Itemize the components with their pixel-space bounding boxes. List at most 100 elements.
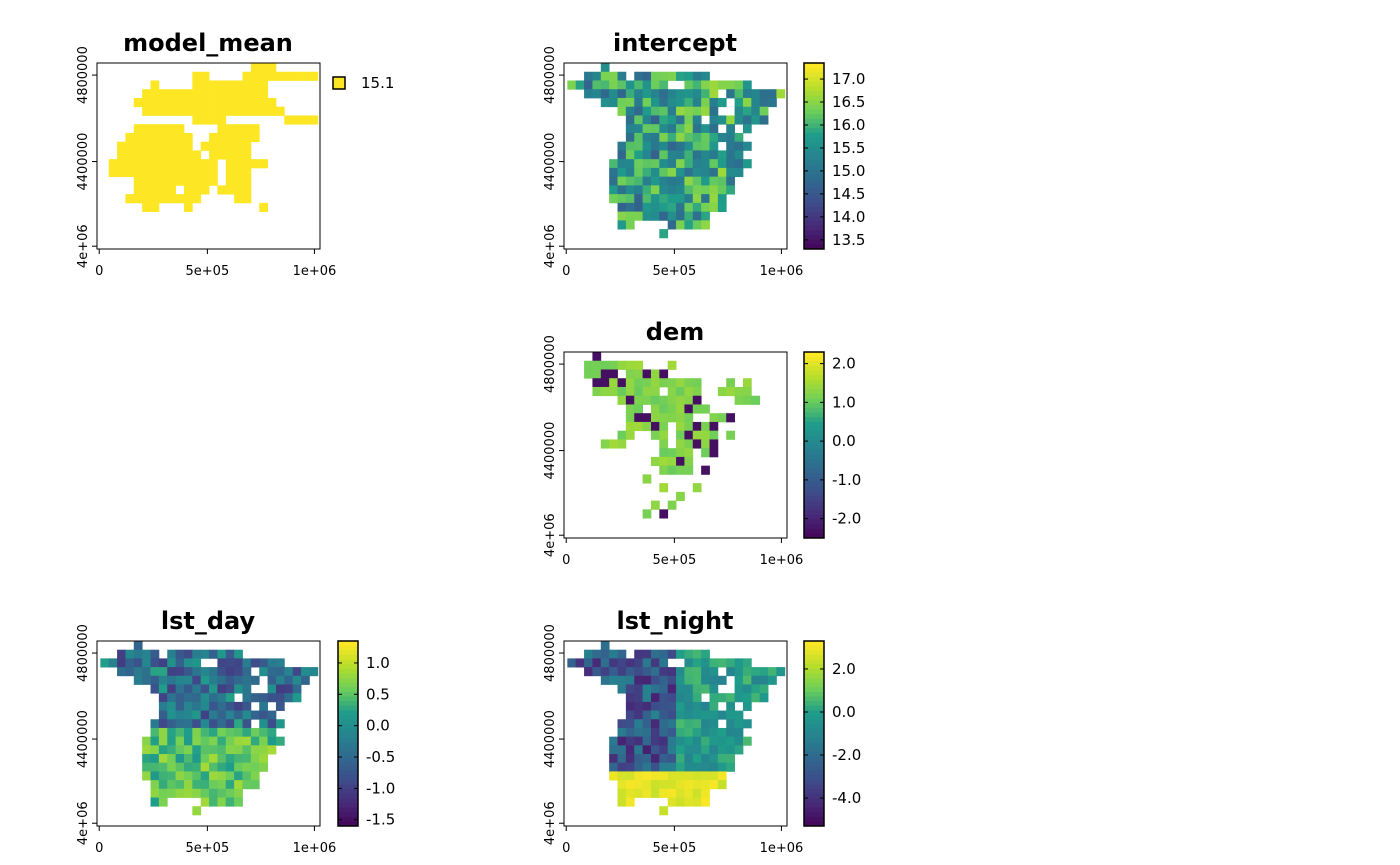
- raster-cell: [142, 754, 151, 764]
- colorbar-label: 15.0: [832, 162, 865, 180]
- raster-cell: [225, 667, 235, 677]
- raster-cell: [625, 395, 635, 405]
- raster-cell: [150, 797, 160, 807]
- raster-cell: [625, 404, 635, 414]
- raster-cell: [634, 771, 644, 781]
- raster-cell: [701, 658, 710, 668]
- raster-cell: [234, 788, 243, 798]
- raster-cell: [642, 675, 652, 685]
- raster-cell: [717, 167, 727, 178]
- raster-cell: [692, 159, 702, 169]
- raster-cell: [183, 693, 193, 703]
- raster-cell: [133, 194, 143, 204]
- raster-cell: [167, 167, 177, 178]
- colorbar-segment: [804, 477, 824, 483]
- raster-cell: [234, 701, 243, 711]
- colorbar-segment: [804, 221, 824, 227]
- raster-cell: [225, 693, 235, 703]
- raster-cell: [634, 89, 644, 99]
- raster-cell: [726, 754, 735, 764]
- raster-cell: [242, 80, 252, 90]
- colorbar-segment: [338, 719, 358, 725]
- raster-cell: [275, 719, 285, 729]
- raster-cell: [275, 675, 285, 685]
- colorbar-segment: [804, 63, 824, 69]
- colorbar-segment: [804, 142, 824, 148]
- raster-cell: [625, 701, 635, 711]
- raster-cell: [717, 780, 727, 790]
- raster-cell: [133, 675, 143, 685]
- raster-cell: [726, 727, 735, 738]
- raster-cell: [684, 727, 694, 738]
- raster-cell: [158, 667, 168, 677]
- raster-cell: [667, 736, 677, 746]
- raster-cell: [625, 378, 635, 388]
- legend-label: 15.1: [361, 74, 394, 92]
- raster-cell: [217, 736, 227, 746]
- raster-cell: [217, 106, 227, 116]
- raster-cell: [742, 115, 752, 125]
- raster-cell: [726, 80, 735, 90]
- raster-cell: [158, 710, 168, 720]
- raster-cell: [175, 649, 185, 659]
- raster-cell: [667, 693, 677, 703]
- raster-cell: [634, 395, 644, 405]
- raster-cell: [692, 684, 702, 694]
- raster-cell: [617, 395, 627, 405]
- colorbar-segment: [338, 770, 358, 776]
- raster-cell: [676, 754, 685, 764]
- raster-cell: [175, 701, 185, 711]
- colorbar-label: 14.5: [832, 185, 865, 203]
- raster-cell: [167, 675, 177, 685]
- raster-cell: [142, 97, 151, 108]
- raster-cell: [701, 684, 710, 694]
- raster-cell: [150, 124, 160, 134]
- raster-cell: [759, 106, 769, 116]
- raster-cell: [650, 456, 660, 467]
- raster-cell: [709, 701, 719, 711]
- raster-cell: [192, 649, 202, 659]
- raster-cell: [592, 667, 602, 677]
- raster-cell: [609, 185, 618, 195]
- raster-cell: [600, 71, 610, 81]
- raster-cell: [709, 150, 719, 160]
- panel-intercept: intercept 0 5e+05 1e+06 4e+06 4400000 4800000 1…: [543, 29, 865, 279]
- raster-cell: [676, 675, 685, 685]
- raster-cell: [684, 115, 694, 125]
- x-tick-label: 1e+06: [760, 553, 804, 568]
- raster-cell: [167, 194, 177, 204]
- colorbar-segment: [338, 752, 358, 758]
- raster-cell: [692, 194, 702, 204]
- raster-cell: [150, 667, 160, 677]
- raster-cell: [684, 386, 694, 397]
- raster-cell: [717, 658, 727, 668]
- raster-cell: [217, 80, 227, 90]
- raster-cell: [192, 150, 202, 160]
- raster-cell: [175, 159, 185, 169]
- raster-cell: [709, 159, 719, 169]
- colorbar-label: 14.0: [832, 208, 865, 226]
- colorbar-segment: [804, 202, 824, 208]
- raster-cell: [617, 176, 627, 186]
- raster-cell: [676, 693, 685, 703]
- raster-cell: [684, 220, 694, 230]
- raster-cell: [192, 89, 202, 99]
- raster-cell: [642, 727, 652, 738]
- raster-cell: [734, 736, 744, 746]
- x-tick-label: 1e+06: [293, 264, 337, 279]
- raster-cell: [158, 762, 168, 772]
- raster-cell: [634, 115, 644, 125]
- colorbar-segment: [338, 645, 358, 651]
- raster-cell: [200, 710, 210, 720]
- raster-cell: [609, 675, 618, 685]
- raster-cell: [108, 159, 118, 169]
- colorbar-segment: [804, 733, 824, 739]
- raster-cell: [659, 684, 669, 694]
- colorbar-segment: [804, 798, 824, 804]
- raster-cell: [234, 124, 243, 134]
- raster-cell: [175, 745, 185, 755]
- raster-cell: [684, 701, 694, 711]
- raster-cell: [584, 649, 593, 659]
- raster-cell: [209, 771, 218, 781]
- raster-cell: [692, 378, 702, 388]
